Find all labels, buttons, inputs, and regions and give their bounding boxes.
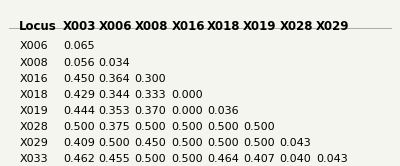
Text: 0.353: 0.353 <box>99 106 130 116</box>
Text: X029: X029 <box>316 20 350 33</box>
Text: 0.450: 0.450 <box>134 138 166 148</box>
Text: 0.040: 0.040 <box>280 155 311 165</box>
Text: 0.034: 0.034 <box>99 58 130 68</box>
Text: X028: X028 <box>19 122 48 132</box>
Text: 0.364: 0.364 <box>99 74 130 84</box>
Text: X019: X019 <box>243 20 276 33</box>
Text: X006: X006 <box>19 41 48 51</box>
Text: 0.409: 0.409 <box>63 138 95 148</box>
Text: 0.500: 0.500 <box>63 122 94 132</box>
Text: X003: X003 <box>63 20 96 33</box>
Text: 0.455: 0.455 <box>99 155 130 165</box>
Text: 0.450: 0.450 <box>63 74 95 84</box>
Text: 0.300: 0.300 <box>134 74 166 84</box>
Text: 0.500: 0.500 <box>207 138 239 148</box>
Text: X008: X008 <box>19 58 48 68</box>
Text: 0.344: 0.344 <box>99 90 130 100</box>
Text: X028: X028 <box>280 20 313 33</box>
Text: 0.000: 0.000 <box>172 90 203 100</box>
Text: 0.444: 0.444 <box>63 106 95 116</box>
Text: 0.000: 0.000 <box>172 106 203 116</box>
Text: 0.500: 0.500 <box>243 138 274 148</box>
Text: X008: X008 <box>134 20 168 33</box>
Text: X018: X018 <box>19 90 48 100</box>
Text: 0.375: 0.375 <box>99 122 130 132</box>
Text: 0.036: 0.036 <box>207 106 239 116</box>
Text: 0.500: 0.500 <box>172 155 203 165</box>
Text: 0.056: 0.056 <box>63 58 94 68</box>
Text: X033: X033 <box>19 155 48 165</box>
Text: 0.500: 0.500 <box>243 122 274 132</box>
Text: Locus: Locus <box>19 20 57 33</box>
Text: 0.500: 0.500 <box>172 138 203 148</box>
Text: 0.043: 0.043 <box>280 138 311 148</box>
Text: 0.429: 0.429 <box>63 90 95 100</box>
Text: 0.043: 0.043 <box>316 155 348 165</box>
Text: X016: X016 <box>172 20 205 33</box>
Text: 0.500: 0.500 <box>172 122 203 132</box>
Text: 0.500: 0.500 <box>134 122 166 132</box>
Text: X029: X029 <box>19 138 48 148</box>
Text: X016: X016 <box>19 74 48 84</box>
Text: 0.370: 0.370 <box>134 106 166 116</box>
Text: 0.333: 0.333 <box>134 90 166 100</box>
Text: 0.500: 0.500 <box>207 122 239 132</box>
Text: X006: X006 <box>99 20 132 33</box>
Text: X018: X018 <box>207 20 241 33</box>
Text: X019: X019 <box>19 106 48 116</box>
Text: 0.500: 0.500 <box>134 155 166 165</box>
Text: 0.065: 0.065 <box>63 41 94 51</box>
Text: 0.462: 0.462 <box>63 155 95 165</box>
Text: 0.464: 0.464 <box>207 155 239 165</box>
Text: 0.407: 0.407 <box>243 155 275 165</box>
Text: 0.500: 0.500 <box>99 138 130 148</box>
